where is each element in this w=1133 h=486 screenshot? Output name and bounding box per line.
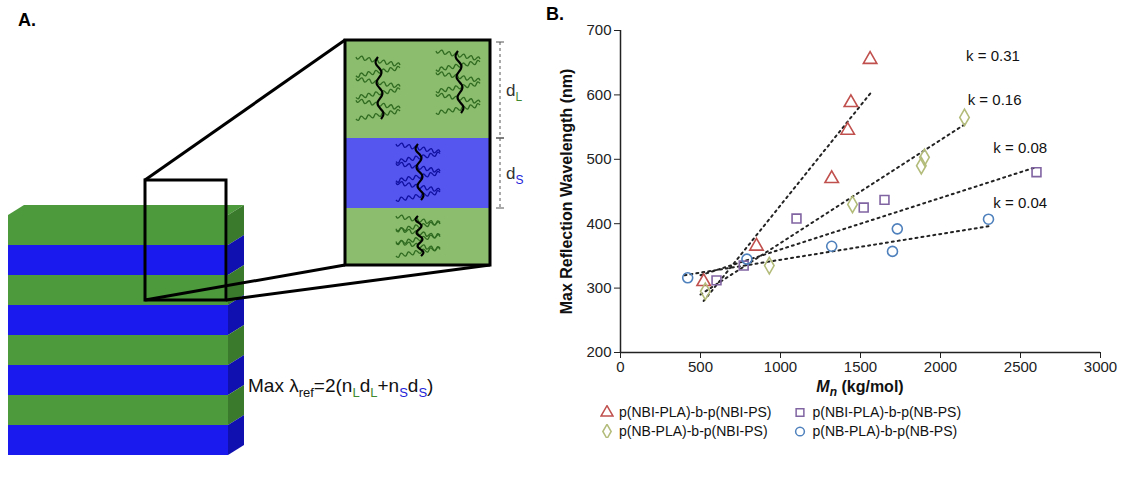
svg-text:k = 0.08: k = 0.08: [993, 139, 1047, 156]
svg-text:2500: 2500: [1004, 358, 1037, 375]
svg-text:600: 600: [586, 86, 611, 103]
html-text:p(NB-PLA)-b-p(NB-PS): p(NB-PLA)-b-p(NB-PS): [812, 423, 958, 439]
svg-text:0: 0: [616, 358, 624, 375]
svg-text:1000: 1000: [764, 358, 797, 375]
svg-text:500: 500: [688, 358, 713, 375]
svg-text:400: 400: [586, 215, 611, 232]
svg-text:A.: A.: [18, 10, 36, 30]
svg-text:300: 300: [586, 279, 611, 296]
svg-text:500: 500: [586, 150, 611, 167]
html-text:p(NBI-PLA)-b-p(NB-PS): p(NBI-PLA)-b-p(NB-PS): [812, 404, 962, 420]
svg-text:700: 700: [586, 21, 611, 38]
svg-text:200: 200: [586, 343, 611, 360]
svg-text:2000: 2000: [924, 358, 957, 375]
svg-text:3000: 3000: [1084, 358, 1117, 375]
svg-text:Max λref=2(nLdL+nSdS): Max λref=2(nLdL+nSdS): [248, 375, 433, 400]
svg-text:Max Reflection Wavelength (nm): Max Reflection Wavelength (nm): [558, 69, 575, 315]
svg-text:Mn (kg/mol): Mn (kg/mol): [816, 378, 903, 399]
svg-text:k = 0.04: k = 0.04: [993, 194, 1047, 211]
html-text:p(NB-PLA)-b-p(NBI-PS): p(NB-PLA)-b-p(NBI-PS): [619, 423, 768, 439]
html-text:B.: B.: [546, 4, 564, 24]
svg-text:dL: dL: [506, 81, 522, 104]
svg-text:k = 0.16: k = 0.16: [968, 91, 1022, 108]
svg-text:k = 0.31: k = 0.31: [966, 47, 1020, 64]
svg-text:dS: dS: [506, 164, 523, 187]
svg-text:1500: 1500: [844, 358, 877, 375]
html-text:p(NBI-PLA)-b-p(NBI-PS): p(NBI-PLA)-b-p(NBI-PS): [619, 404, 772, 420]
